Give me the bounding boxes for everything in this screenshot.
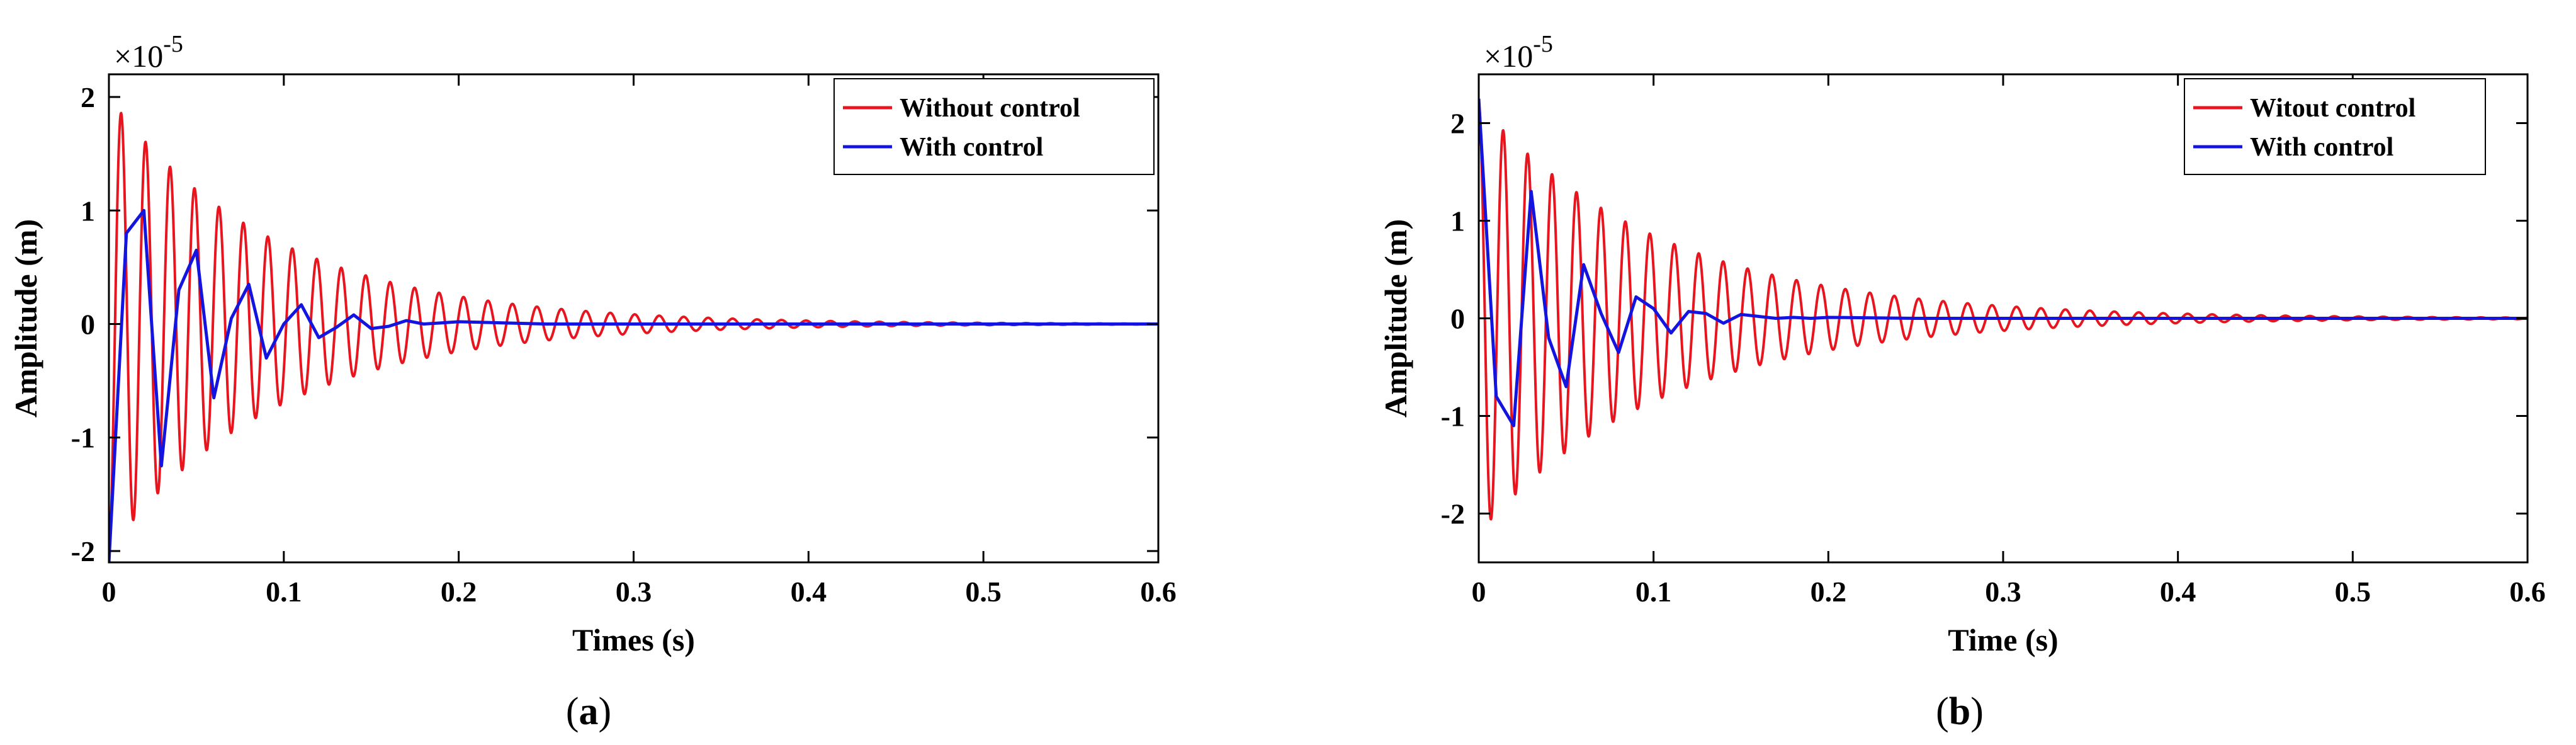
y-tick-label: -1 (71, 422, 95, 454)
y-tick-label: -1 (1441, 401, 1465, 433)
panel-caption-letter: a (579, 690, 599, 733)
y-exponent-base: ×10 (114, 38, 163, 74)
plot-area (109, 111, 1158, 562)
x-tick-label: 0.5 (965, 576, 1002, 608)
panel-b: 0 0.1 0.2 0.3 0.4 0.5 0.6 -2 -1 0 1 2 ×10-5 Time (s) A… (1378, 31, 2546, 733)
y-axis-title: Amplitude (m) (8, 219, 43, 418)
y-tick-label: -2 (1441, 498, 1465, 530)
panel-caption-close: ) (599, 690, 612, 733)
x-tick-label: 0.4 (791, 576, 827, 608)
y-exponent-power: -5 (163, 31, 183, 57)
plot-area (1479, 98, 2528, 521)
y-exponent-base: ×10 (1484, 38, 1533, 74)
panel-caption-open: ( (1936, 690, 1949, 733)
legend-label-without-control: Without control (900, 94, 1080, 123)
x-tick-label: 0.6 (1140, 576, 1177, 608)
panel-caption: (b) (1936, 690, 1984, 733)
x-tick-label: 0.1 (266, 576, 302, 608)
panel-caption-open: ( (566, 690, 579, 733)
y-exponent-power: -5 (1533, 31, 1553, 57)
y-tick-label: 2 (81, 81, 95, 113)
series-with-control-line (1479, 98, 2528, 428)
panel-caption: (a) (566, 690, 611, 733)
x-tick-label: 0.1 (1635, 576, 1672, 608)
legend-box (833, 78, 1155, 175)
x-tick-label: 0.5 (2335, 576, 2371, 608)
x-tick-label: 0.3 (1985, 576, 2021, 608)
legend-label-with-control: With control (2250, 133, 2393, 162)
x-tick-label: 0.2 (441, 576, 477, 608)
y-exponent-label: ×10-5 (1484, 31, 1553, 74)
legend: Without control With control (833, 78, 1155, 175)
legend-label-without-control: Witout control (2250, 94, 2415, 123)
x-tick-label: 0.4 (2160, 576, 2196, 608)
panel-a: 0 0.1 0.2 0.3 0.4 0.5 0.6 -2 -1 0 1 2 ×10-5 Times (s)… (8, 31, 1177, 733)
y-tick-label: 1 (1450, 205, 1465, 237)
y-exponent-label: ×10-5 (114, 31, 183, 74)
panel-caption-letter: b (1949, 690, 1970, 733)
y-tick-label: -2 (71, 535, 95, 567)
y-tick-label: 2 (1450, 108, 1465, 140)
y-tick-label: 0 (81, 309, 95, 341)
series-with-control-line (109, 208, 1158, 562)
x-axis-title: Time (s) (1948, 622, 2058, 657)
x-tick-label: 0 (1472, 576, 1486, 608)
legend: Witout control With control (2184, 78, 2486, 175)
x-tick-label: 0.3 (616, 576, 652, 608)
x-tick-label: 0.6 (2509, 576, 2546, 608)
y-tick-label: 0 (1450, 303, 1465, 335)
y-tick-label: 1 (81, 195, 95, 227)
series-without-control-line (109, 111, 1158, 552)
legend-label-with-control: With control (900, 133, 1043, 162)
x-tick-label: 0 (102, 576, 116, 608)
panel-caption-close: ) (1970, 690, 1984, 733)
x-axis-title: Times (s) (572, 622, 695, 657)
legend-box (2184, 78, 2486, 175)
x-tick-label: 0.2 (1811, 576, 1847, 608)
y-axis-title: Amplitude (m) (1378, 219, 1413, 418)
